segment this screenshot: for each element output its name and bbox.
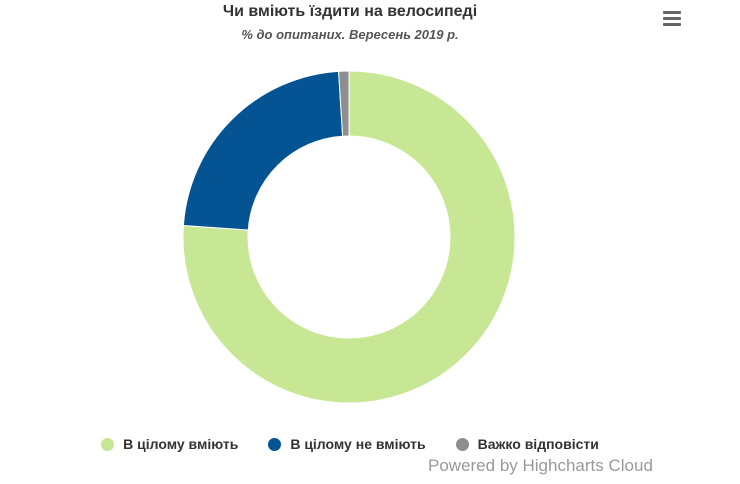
chart-title: Чи вміють їздити на велосипеді xyxy=(222,3,478,20)
legend-label: В цілому не вміють xyxy=(290,436,426,452)
hamburger-menu-icon[interactable] xyxy=(660,8,684,28)
legend-label: Важко відповісти xyxy=(477,436,599,452)
menu-bar xyxy=(663,11,681,14)
menu-bar xyxy=(663,17,681,20)
legend-item-1[interactable]: В цілому вміють xyxy=(101,436,238,452)
donut-chart xyxy=(182,70,516,404)
legend-item-3[interactable]: Важко відповісти xyxy=(455,436,599,452)
legend-label: В цілому вміють xyxy=(123,436,239,452)
highcharts-credits-link[interactable]: Powered by Highcharts Cloud xyxy=(428,456,653,475)
donut-slice-3[interactable] xyxy=(338,70,350,137)
chart-subtitle: % до опитаних. Вересень 2019 р. xyxy=(241,27,459,42)
donut-slice-1[interactable] xyxy=(182,70,516,404)
legend-marker xyxy=(101,437,115,451)
legend-item-2[interactable]: В цілому не вміють xyxy=(268,436,426,452)
menu-bar xyxy=(663,23,681,26)
legend-marker xyxy=(455,437,469,451)
chart-legend: В цілому вміють В цілому не вміють Важко в… xyxy=(0,436,700,452)
legend-marker xyxy=(268,437,282,451)
donut-slice-2[interactable] xyxy=(182,70,344,231)
